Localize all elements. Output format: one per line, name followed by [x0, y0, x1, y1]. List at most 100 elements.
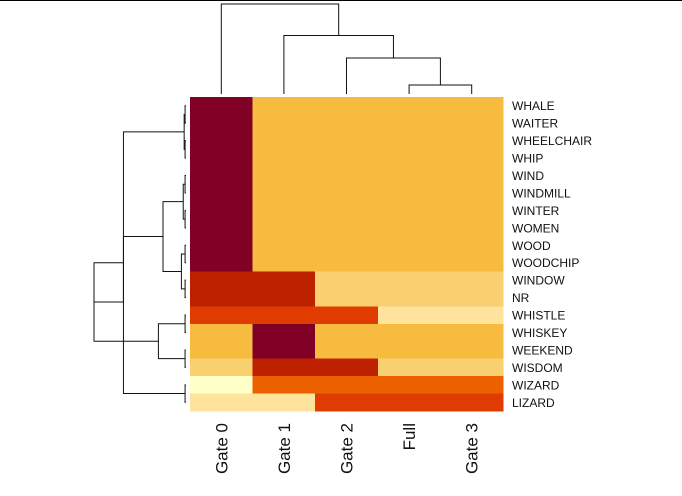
- cell-whistle-full: [377, 306, 441, 325]
- row-labels: WHALE WAITER WHEELCHAIR WHIP WIND WINDMILL WIN…: [512, 99, 592, 410]
- cell-lizard-gate-2: [315, 393, 379, 412]
- cell-whiskey-gate-0: [190, 323, 254, 342]
- row-label-winter: WINTER: [512, 204, 560, 218]
- cell-window-full: [377, 271, 441, 290]
- cell-whistle-gate-0: [190, 306, 254, 325]
- cell-windmill-gate-0: [190, 184, 254, 203]
- row-dendrogram-branch-3: [184, 209, 186, 229]
- row-label-lizard: LIZARD: [512, 396, 555, 410]
- row-dendrogram-branch-4: [184, 244, 186, 264]
- cell-waiter-gate-0: [190, 114, 254, 133]
- cell-wizard-gate-1: [252, 376, 316, 395]
- cell-weekend-gate-1: [252, 341, 316, 360]
- cell-waiter-gate-1: [252, 114, 316, 133]
- cell-whip-full: [377, 149, 441, 168]
- cell-wheelchair-gate-3: [440, 131, 504, 150]
- cell-woodchip-gate-3: [440, 254, 504, 273]
- row-dendrogram-branch-16: [94, 236, 163, 303]
- cell-women-gate-0: [190, 219, 254, 238]
- row-dendrogram-branch-11: [180, 253, 186, 290]
- cell-wheelchair-gate-0: [190, 131, 254, 150]
- cell-nr-gate-1: [252, 288, 316, 307]
- cell-wheelchair-gate-2: [315, 131, 379, 150]
- row-label-nr: NR: [512, 291, 530, 305]
- cell-windmill-full: [377, 184, 441, 203]
- cell-weekend-gate-2: [315, 341, 379, 360]
- cell-nr-gate-2: [315, 288, 379, 307]
- cell-whistle-gate-1: [252, 306, 316, 325]
- row-dendrogram-branch-8: [184, 384, 186, 403]
- cell-wisdom-full: [377, 358, 441, 377]
- cell-whiskey-full: [377, 323, 441, 342]
- cell-lizard-gate-0: [190, 393, 254, 412]
- cell-whip-gate-2: [315, 149, 379, 168]
- row-dendrogram-branch-7: [184, 349, 186, 368]
- row-dendrogram-branch-14: [162, 201, 184, 272]
- cell-wizard-gate-3: [440, 376, 504, 395]
- cell-whale-gate-3: [440, 97, 504, 116]
- row-dendrogram-branch-6: [184, 314, 186, 333]
- column-dendrogram-branch-0: [408, 84, 473, 94]
- cell-waiter-gate-3: [440, 114, 504, 133]
- cell-wheelchair-gate-1: [252, 131, 316, 150]
- cell-lizard-full: [377, 393, 441, 412]
- cell-wood-gate-0: [190, 236, 254, 255]
- cell-winter-full: [377, 201, 441, 220]
- cell-whale-gate-2: [315, 97, 379, 116]
- cell-wind-gate-3: [440, 166, 504, 185]
- column-dendrogram: [220, 3, 473, 94]
- cell-window-gate-0: [190, 271, 254, 290]
- row-label-whip: WHIP: [512, 152, 543, 166]
- cell-window-gate-1: [252, 271, 316, 290]
- cell-wheelchair-full: [377, 131, 441, 150]
- cell-winter-gate-2: [315, 201, 379, 220]
- cell-windmill-gate-3: [440, 184, 504, 203]
- cell-winter-gate-3: [440, 201, 504, 220]
- row-dendrogram-branch-2: [184, 175, 186, 194]
- cell-nr-gate-3: [440, 288, 504, 307]
- column-label-full: Full: [400, 423, 419, 450]
- cell-women-gate-1: [252, 219, 316, 238]
- cell-wisdom-gate-0: [190, 358, 254, 377]
- cell-women-gate-2: [315, 219, 379, 238]
- cell-wood-gate-3: [440, 236, 504, 255]
- row-label-waiter: WAITER: [512, 117, 559, 131]
- cell-weekend-full: [377, 341, 441, 360]
- cell-weekend-gate-3: [440, 341, 504, 360]
- cell-winter-gate-1: [252, 201, 316, 220]
- heatmap-cells: [190, 97, 504, 412]
- cell-lizard-gate-3: [440, 393, 504, 412]
- column-dendrogram-branch-3: [220, 3, 340, 94]
- cell-wind-gate-0: [190, 166, 254, 185]
- column-label-gate-2: Gate 2: [338, 423, 357, 474]
- cell-women-full: [377, 219, 441, 238]
- column-labels: Gate 0 Gate 1 Gate 2 Full Gate 3: [212, 423, 481, 474]
- cell-woodchip-gate-2: [315, 254, 379, 273]
- row-dendrogram: [93, 105, 186, 403]
- row-label-weekend: WEEKEND: [512, 343, 573, 357]
- cell-wood-full: [377, 236, 441, 255]
- cell-whip-gate-1: [252, 149, 316, 168]
- column-dendrogram-branch-2: [283, 35, 394, 94]
- row-label-wisdom: WISDOM: [512, 361, 563, 375]
- cell-women-gate-3: [440, 219, 504, 238]
- cell-wood-gate-2: [315, 236, 379, 255]
- cell-wind-gate-2: [315, 166, 379, 185]
- cell-winter-gate-0: [190, 201, 254, 220]
- cell-waiter-gate-2: [315, 114, 379, 133]
- row-label-whale: WHALE: [512, 99, 555, 113]
- row-dendrogram-branch-1: [184, 140, 186, 159]
- cell-whiskey-gate-3: [440, 323, 504, 342]
- cell-wind-gate-1: [252, 166, 316, 185]
- cell-whiskey-gate-2: [315, 323, 379, 342]
- row-dendrogram-branch-5: [184, 279, 186, 299]
- cell-wizard-full: [377, 376, 441, 395]
- row-label-whiskey: WHISKEY: [512, 326, 567, 340]
- row-label-window: WINDOW: [512, 274, 565, 288]
- cell-wizard-gate-2: [315, 376, 379, 395]
- row-dendrogram-branch-0: [184, 105, 186, 124]
- cell-whistle-gate-3: [440, 306, 504, 325]
- row-label-women: WOMEN: [512, 221, 559, 235]
